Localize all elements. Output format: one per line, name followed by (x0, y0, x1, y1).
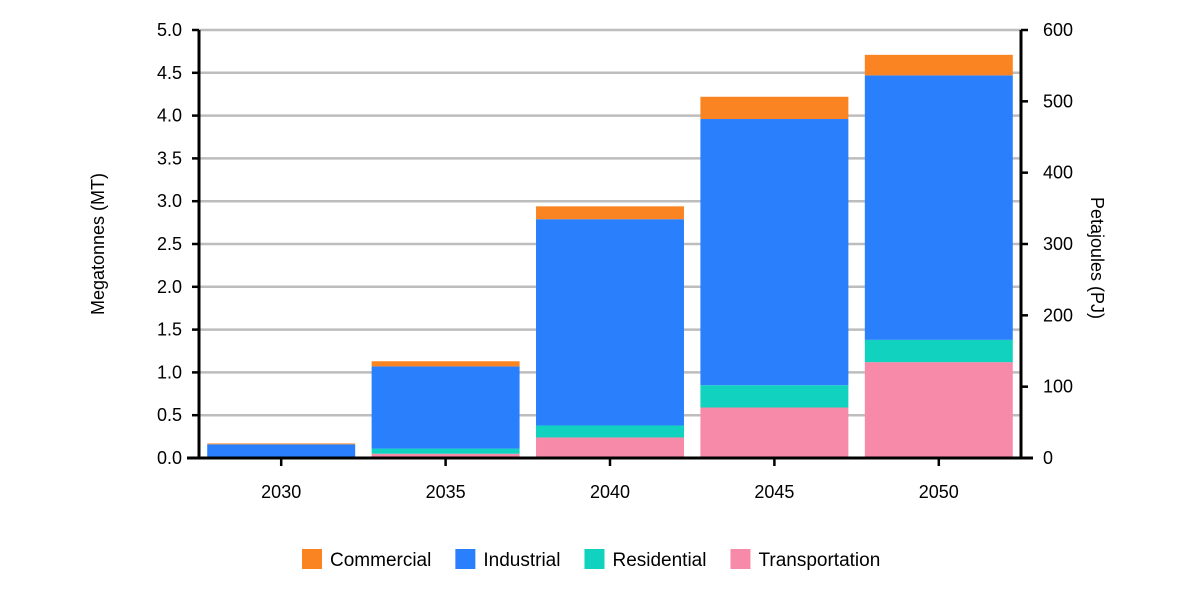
bar-segment-commercial-2045 (700, 96, 849, 120)
bar-segment-industrial-2050 (864, 75, 1013, 340)
left-tick-label: 0.5 (157, 405, 182, 425)
bar-segment-transportation-2035 (371, 453, 520, 458)
bar-segment-residential-2045 (700, 385, 849, 408)
left-tick-label: 1.0 (157, 362, 182, 382)
left-tick-label: 2.5 (157, 234, 182, 254)
bar-segment-transportation-2040 (536, 437, 684, 458)
x-tick-label: 2040 (590, 482, 630, 502)
bar-segment-commercial-2035 (371, 361, 520, 367)
right-axis-ticks: 0 100 200 300 400 500 600 (1021, 20, 1073, 468)
right-tick-label: 400 (1043, 163, 1073, 183)
bar-segment-residential-2050 (864, 339, 1013, 363)
left-tick-label: 5.0 (157, 20, 182, 40)
right-tick-label: 600 (1043, 20, 1073, 40)
legend-label-transportation: Transportation (758, 550, 880, 571)
x-axis-ticks: 2030 2035 2040 2045 2050 (261, 458, 959, 502)
legend-label-industrial: Industrial (483, 550, 560, 571)
bar-segment-industrial-2030 (207, 444, 356, 458)
right-tick-label: 500 (1043, 91, 1073, 111)
left-tick-label: 3.5 (157, 148, 182, 168)
bar-segment-industrial-2040 (536, 219, 684, 426)
legend-swatch-commercial (302, 549, 322, 569)
y2-axis-title: Petajoules (PJ) (1087, 197, 1107, 319)
x-tick-label: 2035 (426, 482, 466, 502)
legend-swatch-transportation (730, 549, 751, 569)
left-tick-label: 0.0 (157, 448, 182, 468)
legend-label-commercial: Commercial (330, 550, 431, 571)
right-tick-label: 100 (1043, 377, 1073, 397)
bar-segment-commercial-2030 (207, 443, 356, 445)
bar-segment-commercial-2040 (536, 206, 684, 220)
y-axis-title: Megatonnes (MT) (88, 173, 108, 315)
left-axis-ticks: 0.0 0.5 1.0 1.5 2.0 2.5 3.0 3.5 4.0 4.5 5.0 (157, 20, 199, 468)
legend-label-residential: Residential (612, 550, 706, 571)
right-tick-label: 300 (1043, 234, 1073, 254)
bar-segment-residential-2035 (371, 448, 520, 454)
x-tick-label: 2050 (919, 482, 959, 502)
bar-segment-transportation-2050 (864, 362, 1013, 458)
left-tick-label: 4.5 (157, 63, 182, 83)
x-tick-label: 2030 (261, 482, 301, 502)
right-tick-label: 200 (1043, 305, 1073, 325)
legend-swatch-industrial (455, 549, 476, 569)
legend-swatch-residential (584, 549, 605, 569)
legend: Commercial Industrial Residential Transport… (302, 549, 880, 571)
left-tick-label: 2.0 (157, 277, 182, 297)
bar-segment-commercial-2050 (864, 54, 1013, 76)
bar-segment-transportation-2045 (700, 407, 849, 458)
x-tick-label: 2045 (754, 482, 794, 502)
left-tick-label: 1.5 (157, 320, 182, 340)
bar-segment-residential-2040 (536, 425, 684, 438)
bar-segment-industrial-2045 (700, 119, 849, 386)
left-tick-label: 3.0 (157, 191, 182, 211)
bar-segment-industrial-2035 (371, 366, 520, 449)
bars (207, 54, 1013, 458)
left-tick-label: 4.0 (157, 106, 182, 126)
right-tick-label: 0 (1043, 448, 1053, 468)
